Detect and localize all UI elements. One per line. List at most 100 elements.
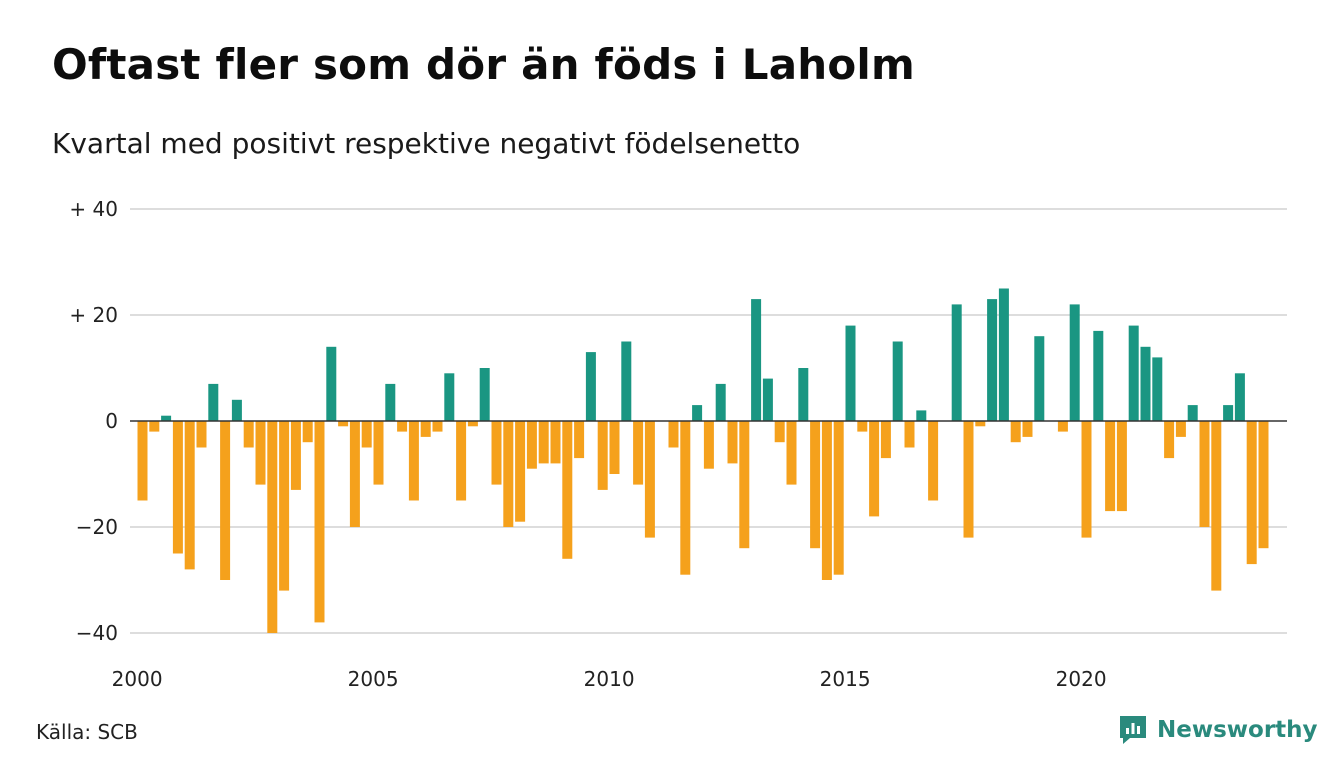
bar-negative — [928, 421, 939, 501]
bar-positive — [444, 373, 455, 421]
bar-positive — [1223, 405, 1234, 421]
bar-negative — [408, 421, 419, 501]
bar-positive — [892, 341, 903, 421]
bar-negative — [172, 421, 183, 554]
bar-negative — [361, 421, 372, 448]
bar-negative — [703, 421, 714, 469]
bar-positive — [1069, 304, 1080, 421]
bar-negative — [149, 421, 160, 432]
brand-name: Newsworthy — [1157, 717, 1318, 743]
bar-negative — [491, 421, 502, 485]
bar-negative — [243, 421, 254, 448]
bar-positive — [916, 410, 927, 421]
bar-negative — [869, 421, 880, 517]
bar-positive — [951, 304, 962, 421]
bar-positive — [326, 346, 337, 421]
bar-negative — [349, 421, 360, 527]
bar-negative — [739, 421, 750, 549]
bar-negative — [538, 421, 549, 464]
bar-negative — [290, 421, 301, 490]
bar-negative — [420, 421, 431, 437]
x-tick-label: 2020 — [1056, 667, 1107, 691]
bar-negative — [314, 421, 325, 623]
bar-negative — [1258, 421, 1269, 549]
bar-positive — [798, 368, 809, 421]
bar-negative — [432, 421, 443, 432]
bar-positive — [231, 399, 242, 421]
bar-positive — [845, 325, 856, 421]
bar-positive — [1140, 346, 1151, 421]
bar-positive — [1187, 405, 1198, 421]
y-tick-label: + 20 — [69, 303, 118, 327]
bar-negative — [904, 421, 915, 448]
bar-negative — [338, 421, 349, 427]
bar-negative — [1057, 421, 1068, 432]
y-tick-label: −20 — [76, 515, 118, 539]
bar-negative — [833, 421, 844, 575]
bar-negative — [633, 421, 644, 485]
bar-negative — [774, 421, 785, 443]
bar-negative — [1175, 421, 1186, 437]
bar-negative — [1164, 421, 1175, 459]
bar-negative — [137, 421, 148, 501]
y-tick-label: 0 — [105, 409, 118, 433]
bar-positive — [208, 383, 219, 421]
bar-negative — [975, 421, 986, 427]
bar-negative — [786, 421, 797, 485]
bar-negative — [550, 421, 561, 464]
bar-negative — [644, 421, 655, 538]
y-tick-label: + 40 — [69, 197, 118, 221]
y-tick-label: −40 — [76, 621, 118, 645]
bar-negative — [574, 421, 585, 459]
bar-negative — [373, 421, 384, 485]
x-tick-label: 2015 — [820, 667, 871, 691]
bar-negative — [821, 421, 832, 580]
bar-positive — [987, 299, 998, 421]
bar-negative — [184, 421, 195, 570]
bar-positive — [1152, 357, 1163, 421]
bar-negative — [609, 421, 620, 474]
bar-negative — [267, 421, 278, 633]
bar-negative — [456, 421, 467, 501]
bar-positive — [1234, 373, 1245, 421]
chart-subtitle: Kvartal med positivt respektive negativt… — [52, 127, 801, 160]
bar-positive — [762, 378, 773, 421]
bar-negative — [1199, 421, 1210, 527]
bar-negative — [1116, 421, 1127, 512]
bar-negative — [220, 421, 231, 580]
bar-negative — [397, 421, 408, 432]
bar-negative — [1105, 421, 1116, 512]
bar-negative — [680, 421, 691, 575]
bar-positive — [1128, 325, 1139, 421]
bar-negative — [1022, 421, 1033, 437]
bar-negative — [526, 421, 537, 469]
bar-negative — [810, 421, 821, 549]
source-note: Källa: SCB — [36, 720, 138, 744]
bar-negative — [668, 421, 679, 448]
bar-negative — [597, 421, 608, 490]
bar-positive — [585, 352, 596, 421]
bar-negative — [279, 421, 290, 591]
bar-positive — [751, 299, 762, 421]
bar-negative — [1081, 421, 1092, 538]
bar-negative — [467, 421, 478, 427]
x-tick-label: 2000 — [112, 667, 163, 691]
newsworthy-logo-icon — [1120, 716, 1146, 744]
x-tick-label: 2005 — [348, 667, 399, 691]
bar-negative — [255, 421, 266, 485]
chart-title: Oftast fler som dör än föds i Laholm — [52, 40, 915, 89]
bar-negative — [880, 421, 891, 459]
bar-positive — [161, 415, 172, 421]
bar-negative — [196, 421, 207, 448]
bar-negative — [503, 421, 514, 527]
bar-positive — [692, 405, 703, 421]
bar-positive — [1034, 336, 1045, 421]
bar-negative — [1211, 421, 1222, 591]
bar-negative — [1246, 421, 1257, 565]
bar-negative — [963, 421, 974, 538]
bar-positive — [1093, 330, 1104, 421]
bar-positive — [998, 288, 1009, 421]
bar-positive — [479, 368, 490, 421]
bar-negative — [562, 421, 573, 559]
